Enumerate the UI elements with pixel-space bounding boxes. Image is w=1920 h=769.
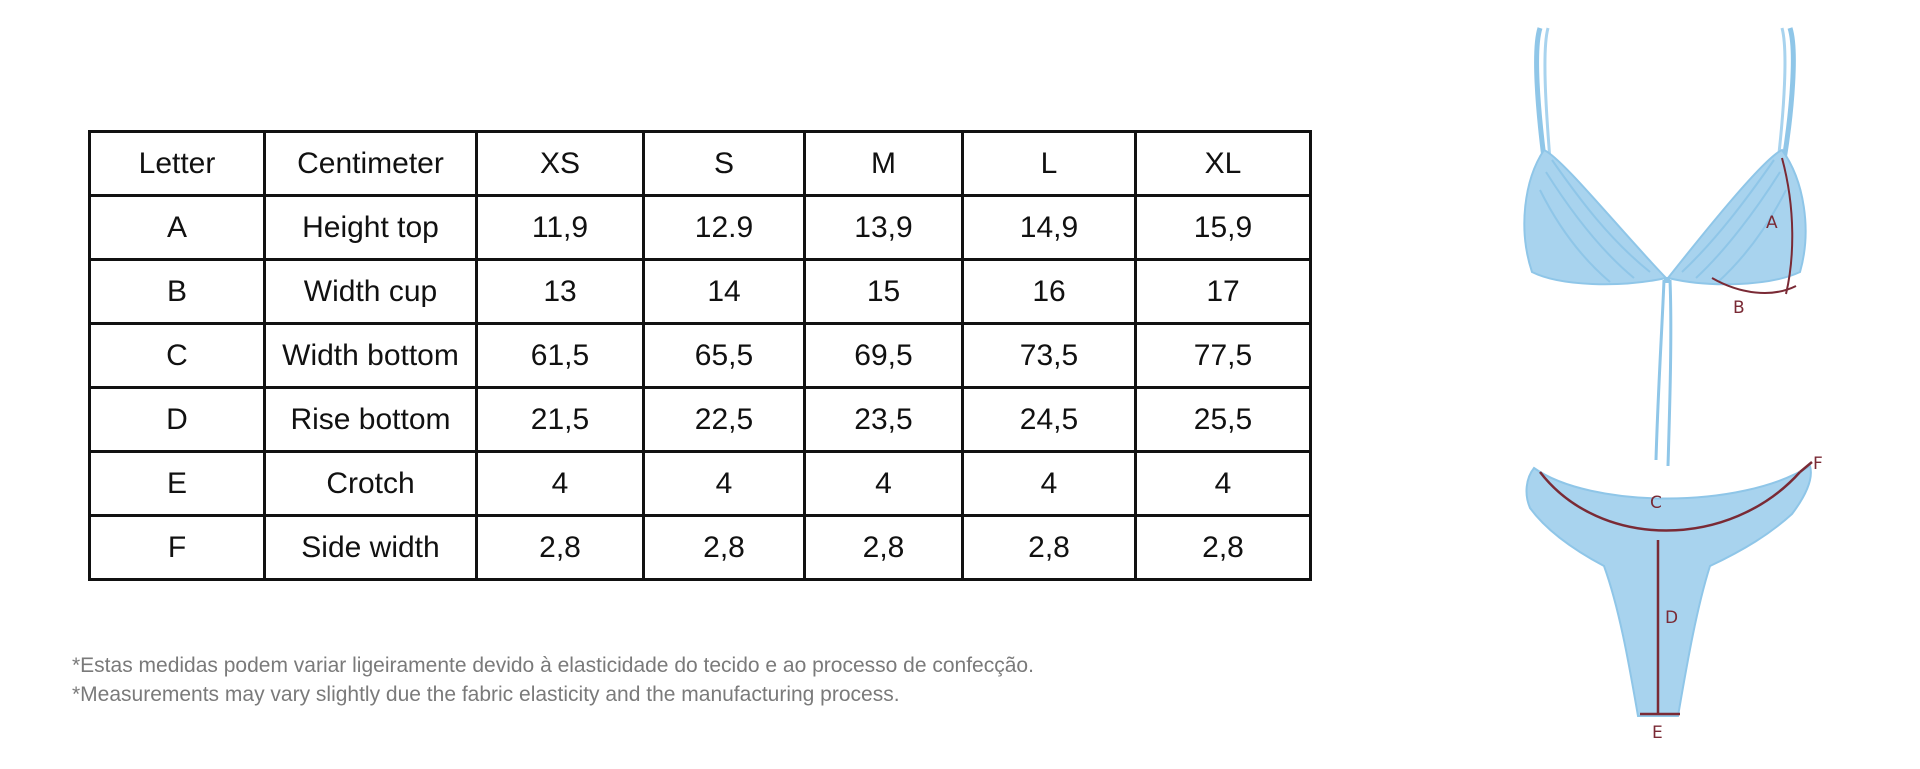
table-cell: C: [88, 322, 266, 389]
table-cell: E: [88, 450, 266, 517]
table-cell: 17: [1134, 258, 1312, 325]
size-chart-table: Letter Centimeter XS S M L XL A Height t…: [88, 130, 1312, 581]
measurement-notes: *Estas medidas podem variar ligeiramente…: [72, 651, 1034, 709]
table-cell: 24,5: [961, 386, 1137, 453]
table-cell: 4: [1134, 450, 1312, 517]
table-cell: 77,5: [1134, 322, 1312, 389]
table-cell: 2,8: [642, 514, 806, 581]
table-cell: Width cup: [263, 258, 478, 325]
table-cell: 69,5: [803, 322, 964, 389]
header-cell-xs: XS: [475, 130, 645, 197]
table-cell: 25,5: [1134, 386, 1312, 453]
table-cell: 13,9: [803, 194, 964, 261]
table-cell: 12.9: [642, 194, 806, 261]
table-cell: 4: [642, 450, 806, 517]
table-cell: 65,5: [642, 322, 806, 389]
table-cell: D: [88, 386, 266, 453]
table-cell: 23,5: [803, 386, 964, 453]
table-cell: 15: [803, 258, 964, 325]
table-cell: 4: [475, 450, 645, 517]
header-cell-xl: XL: [1134, 130, 1312, 197]
table-row: D Rise bottom 21,5 22,5 23,5 24,5 25,5: [88, 386, 1312, 453]
table-cell: 2,8: [961, 514, 1137, 581]
table-cell: 11,9: [475, 194, 645, 261]
table-row: F Side width 2,8 2,8 2,8 2,8 2,8: [88, 514, 1312, 581]
bikini-top-image: [1523, 27, 1807, 467]
header-cell-l: L: [961, 130, 1137, 197]
label-c: C: [1650, 493, 1662, 513]
header-cell-letter: Letter: [88, 130, 266, 197]
label-e: E: [1652, 723, 1663, 743]
table-cell: F: [88, 514, 266, 581]
table-row: E Crotch 4 4 4 4 4: [88, 450, 1312, 517]
table-cell: 2,8: [475, 514, 645, 581]
table-cell: 73,5: [961, 322, 1137, 389]
label-d: D: [1665, 608, 1678, 628]
bikini-bottom-image: [1525, 461, 1813, 717]
table-cell: 15,9: [1134, 194, 1312, 261]
table-row: A Height top 11,9 12.9 13,9 14,9 15,9: [88, 194, 1312, 261]
table-cell: 2,8: [1134, 514, 1312, 581]
table-cell: Crotch: [263, 450, 478, 517]
table-cell: 14,9: [961, 194, 1137, 261]
bikini-measurement-illustration: A B C D E F: [1500, 10, 1830, 750]
table-cell: 2,8: [803, 514, 964, 581]
table-cell: 4: [803, 450, 964, 517]
table-row: C Width bottom 61,5 65,5 69,5 73,5 77,5: [88, 322, 1312, 389]
table-cell: 22,5: [642, 386, 806, 453]
table-cell: A: [88, 194, 266, 261]
header-cell-s: S: [642, 130, 806, 197]
table-cell: 4: [961, 450, 1137, 517]
label-f: F: [1813, 454, 1823, 474]
header-cell-centimeter: Centimeter: [263, 130, 478, 197]
table-row: B Width cup 13 14 15 16 17: [88, 258, 1312, 325]
table-header-row: Letter Centimeter XS S M L XL: [88, 130, 1312, 197]
table-cell: 61,5: [475, 322, 645, 389]
header-cell-m: M: [803, 130, 964, 197]
table-cell: 21,5: [475, 386, 645, 453]
note-portuguese: *Estas medidas podem variar ligeiramente…: [72, 654, 1034, 677]
table-cell: Side width: [263, 514, 478, 581]
table-cell: Height top: [263, 194, 478, 261]
label-a: A: [1766, 213, 1778, 233]
note-english: *Measurements may vary slightly due the …: [72, 683, 900, 706]
table-cell: 13: [475, 258, 645, 325]
table-cell: Width bottom: [263, 322, 478, 389]
table-cell: Rise bottom: [263, 386, 478, 453]
table-cell: 14: [642, 258, 806, 325]
table-cell: 16: [961, 258, 1137, 325]
label-b: B: [1733, 298, 1745, 318]
table-cell: B: [88, 258, 266, 325]
